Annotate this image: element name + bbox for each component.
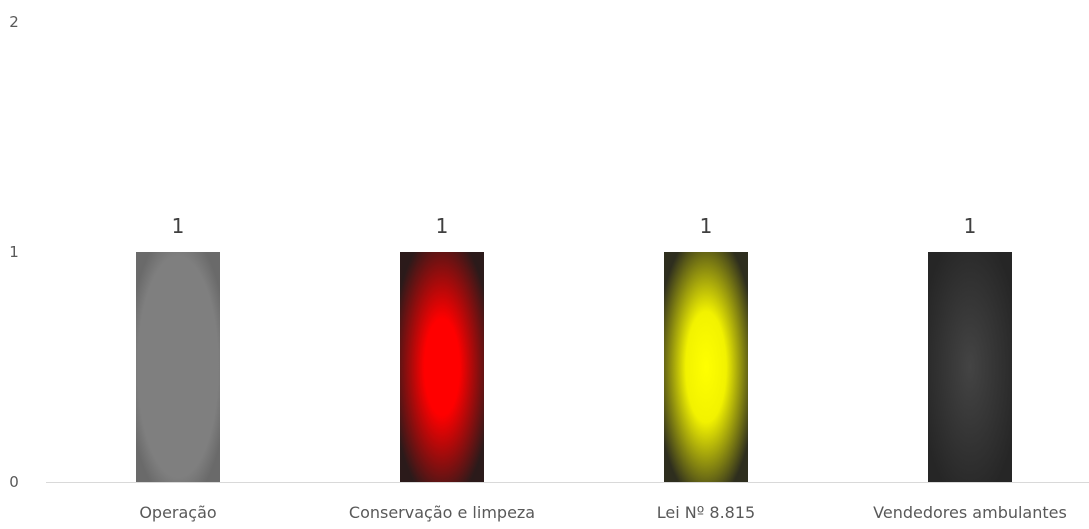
bar (928, 252, 1012, 482)
x-tick-label: Vendedores ambulantes (873, 503, 1067, 522)
y-tick-label: 2 (9, 13, 19, 31)
x-tick-label: Lei Nº 8.815 (657, 503, 755, 522)
bar-series (136, 252, 1012, 482)
y-tick-label: 1 (9, 243, 19, 261)
data-label: 1 (964, 214, 977, 238)
x-tick-label: Operação (139, 503, 216, 522)
bar (400, 252, 484, 482)
x-axis-labels: Operação Conservação e limpeza Lei Nº 8.81… (139, 503, 1067, 522)
data-labels: 1 1 1 1 (172, 214, 977, 238)
bar (136, 252, 220, 482)
x-tick-label: Conservação e limpeza (349, 503, 535, 522)
data-label: 1 (172, 214, 185, 238)
data-label: 1 (700, 214, 713, 238)
bar (664, 252, 748, 482)
y-axis-ticks: 0 1 2 (9, 13, 19, 491)
data-label: 1 (436, 214, 449, 238)
y-tick-label: 0 (9, 473, 19, 491)
